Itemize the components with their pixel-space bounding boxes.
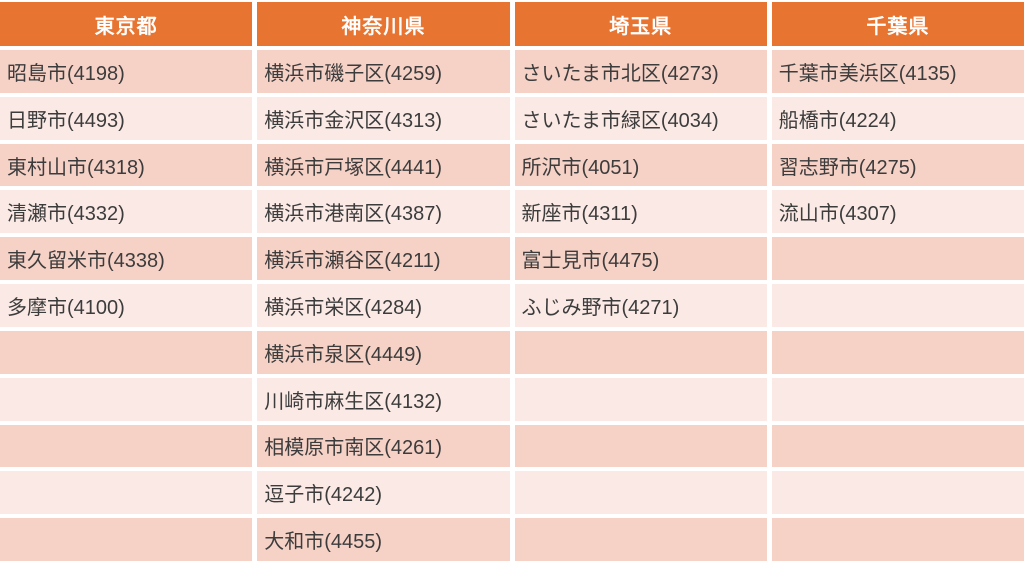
- table-cell: [771, 377, 1024, 421]
- table-cell: [0, 377, 253, 421]
- table-cell: [514, 424, 767, 468]
- table-cell: ふじみ野市(4271): [514, 284, 767, 327]
- table-cell: 横浜市磯子区(4259): [257, 50, 510, 93]
- column-header: 埼玉県: [514, 2, 767, 46]
- table-cell: [0, 330, 253, 374]
- table-cell: [0, 471, 253, 515]
- table-cell: [771, 237, 1024, 281]
- table-cell: 清瀬市(4332): [0, 190, 253, 234]
- table-cell: [771, 518, 1024, 561]
- table-cell: さいたま市北区(4273): [514, 50, 767, 93]
- table-cell: 逗子市(4242): [257, 471, 510, 515]
- table-cell: [771, 330, 1024, 374]
- table-cell: [514, 471, 767, 515]
- table-cell: 相模原市南区(4261): [257, 424, 510, 468]
- table-cell: [0, 424, 253, 468]
- table-cell: 日野市(4493): [0, 96, 253, 140]
- table-cell: 横浜市栄区(4284): [257, 284, 510, 327]
- table-cell: 昭島市(4198): [0, 50, 253, 93]
- table-cell: 船橋市(4224): [771, 96, 1024, 140]
- table-cell: [771, 284, 1024, 327]
- table-cell: 横浜市泉区(4449): [257, 330, 510, 374]
- table-cell: 東村山市(4318): [0, 143, 253, 187]
- table-cell: [514, 377, 767, 421]
- table-cell: 習志野市(4275): [771, 143, 1024, 187]
- column-header: 千葉県: [771, 2, 1024, 46]
- table-cell: [771, 471, 1024, 515]
- column-header: 東京都: [0, 2, 253, 46]
- table-cell: 横浜市港南区(4387): [257, 190, 510, 234]
- table-cell: 所沢市(4051): [514, 143, 767, 187]
- table-cell: [771, 424, 1024, 468]
- table-cell: 横浜市瀬谷区(4211): [257, 237, 510, 281]
- table-cell: 東久留米市(4338): [0, 237, 253, 281]
- table-cell: 新座市(4311): [514, 190, 767, 234]
- table-cell: [514, 518, 767, 561]
- table-cell: 富士見市(4475): [514, 237, 767, 281]
- table-cell: さいたま市緑区(4034): [514, 96, 767, 140]
- table-cell: [0, 518, 253, 561]
- column-header: 神奈川県: [257, 2, 510, 46]
- table-cell: [514, 330, 767, 374]
- table-cell: 多摩市(4100): [0, 284, 253, 327]
- table-cell: 流山市(4307): [771, 190, 1024, 234]
- table-cell: 横浜市戸塚区(4441): [257, 143, 510, 187]
- table-cell: 千葉市美浜区(4135): [771, 50, 1024, 93]
- table-cell: 大和市(4455): [257, 518, 510, 561]
- table-cell: 横浜市金沢区(4313): [257, 96, 510, 140]
- table-cell: 川崎市麻生区(4132): [257, 377, 510, 421]
